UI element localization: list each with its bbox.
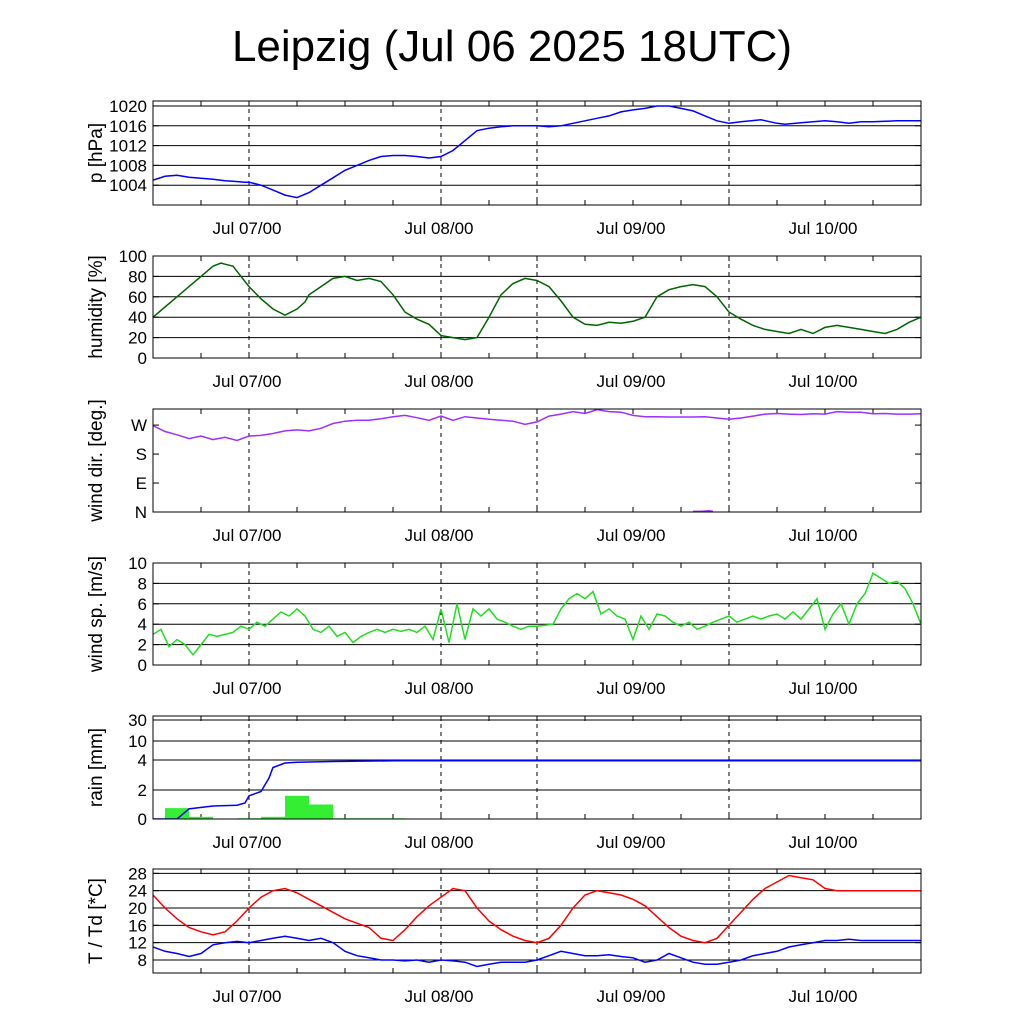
x-tick-label: Jul 09/00: [597, 679, 666, 698]
rain-bar: [189, 816, 213, 819]
x-tick-label: Jul 08/00: [405, 219, 474, 238]
y-tick-label: 12: [128, 934, 147, 953]
rain-panel: 0 2 410 30 Jul 07/00 Jul 08/00 Jul 09/00 Jul 10…: [86, 711, 922, 852]
series-line: [693, 509, 714, 512]
y-tick-label: 1016: [109, 117, 147, 136]
x-tick-label: Jul 07/00: [213, 219, 282, 238]
y-axis-label: wind dir. [deg.]: [86, 399, 107, 523]
y-tick-label: S: [136, 445, 147, 464]
x-tick-label: Jul 09/00: [597, 219, 666, 238]
y-tick-label: 1020: [109, 97, 147, 116]
series-line: [153, 409, 921, 442]
plot-frame: [152, 408, 922, 513]
rain-bar: [165, 808, 189, 819]
x-tick-label: Jul 08/00: [405, 679, 474, 698]
series-line: [153, 760, 921, 819]
x-tick-label: Jul 08/00: [405, 987, 474, 1006]
y-tick-label: 0: [138, 656, 147, 675]
y-tick-label: N: [135, 503, 147, 522]
y-tick-label: 1012: [109, 137, 147, 156]
plot-frame: [152, 255, 922, 359]
x-tick-label: Jul 07/00: [213, 679, 282, 698]
series-line: [153, 935, 921, 968]
y-tick-label: 8: [138, 574, 147, 593]
x-tick-label: Jul 10/00: [789, 219, 858, 238]
y-tick-label: 1008: [109, 156, 147, 175]
y-tick-label: E: [136, 474, 147, 493]
y-tick-label: 0: [138, 810, 147, 829]
y-axis-label: wind sp. [m/s]: [86, 556, 107, 673]
y-tick-label: 20: [128, 329, 147, 348]
x-tick-label: Jul 07/00: [213, 526, 282, 545]
y-tick-label: 16: [128, 916, 147, 935]
y-tick-label: 10: [128, 554, 147, 573]
x-tick-label: Jul 10/00: [789, 372, 858, 391]
plot-frame: [152, 715, 922, 820]
chart-title: Leipzig (Jul 06 2025 18UTC): [231, 22, 793, 71]
y-axis-label: p [hPa]: [86, 123, 107, 183]
y-tick-label: 0: [138, 349, 147, 368]
y-tick-label: 28: [128, 864, 147, 883]
y-tick-label: 40: [128, 308, 147, 327]
rain-bar: [285, 795, 309, 819]
y-tick-label: 30: [128, 711, 147, 730]
y-tick-label: 8: [138, 951, 147, 970]
x-tick-label: Jul 10/00: [789, 833, 858, 852]
y-tick-label: 100: [119, 247, 147, 266]
x-tick-label: Jul 07/00: [213, 987, 282, 1006]
x-tick-label: Jul 10/00: [789, 987, 858, 1006]
plot-frame: [152, 100, 922, 206]
series-line: [153, 874, 921, 944]
plot-frame: [152, 868, 922, 974]
y-tick-label: 24: [128, 882, 147, 901]
x-tick-label: Jul 09/00: [597, 526, 666, 545]
x-tick-label: Jul 07/00: [213, 372, 282, 391]
y-axis-label: rain [mm]: [86, 728, 107, 807]
y-tick-label: 10: [128, 732, 147, 751]
series-line: [153, 572, 921, 657]
rain-bar: [309, 804, 333, 819]
y-axis-label: humidity [%]: [86, 255, 107, 358]
series-line: [153, 262, 921, 341]
plot-frame: [152, 562, 922, 666]
x-tick-label: Jul 10/00: [789, 526, 858, 545]
y-tick-label: 2: [138, 636, 147, 655]
wind-speed-panel: 02 46 810 Jul 07/00 Jul 08/00 Jul 09/00 Jul 10…: [86, 554, 922, 698]
y-tick-label: W: [131, 416, 147, 435]
y-tick-label: 2: [138, 781, 147, 800]
x-tick-label: Jul 09/00: [597, 987, 666, 1006]
x-tick-label: Jul 08/00: [405, 372, 474, 391]
y-tick-label: 6: [138, 595, 147, 614]
rain-bar: [261, 816, 285, 819]
y-tick-label: 80: [128, 267, 147, 286]
x-tick-label: Jul 09/00: [597, 833, 666, 852]
x-tick-label: Jul 09/00: [597, 372, 666, 391]
y-tick-label: 20: [128, 899, 147, 918]
y-tick-label: 1004: [109, 176, 147, 195]
x-tick-label: Jul 08/00: [405, 526, 474, 545]
y-axis-label: T / Td [*C]: [86, 878, 107, 964]
x-tick-label: Jul 08/00: [405, 833, 474, 852]
x-tick-label: Jul 10/00: [789, 679, 858, 698]
y-tick-label: 60: [128, 288, 147, 307]
x-tick-label: Jul 07/00: [213, 833, 282, 852]
series-line: [153, 105, 921, 199]
y-tick-label: 4: [138, 751, 147, 770]
y-tick-label: 4: [138, 615, 147, 634]
